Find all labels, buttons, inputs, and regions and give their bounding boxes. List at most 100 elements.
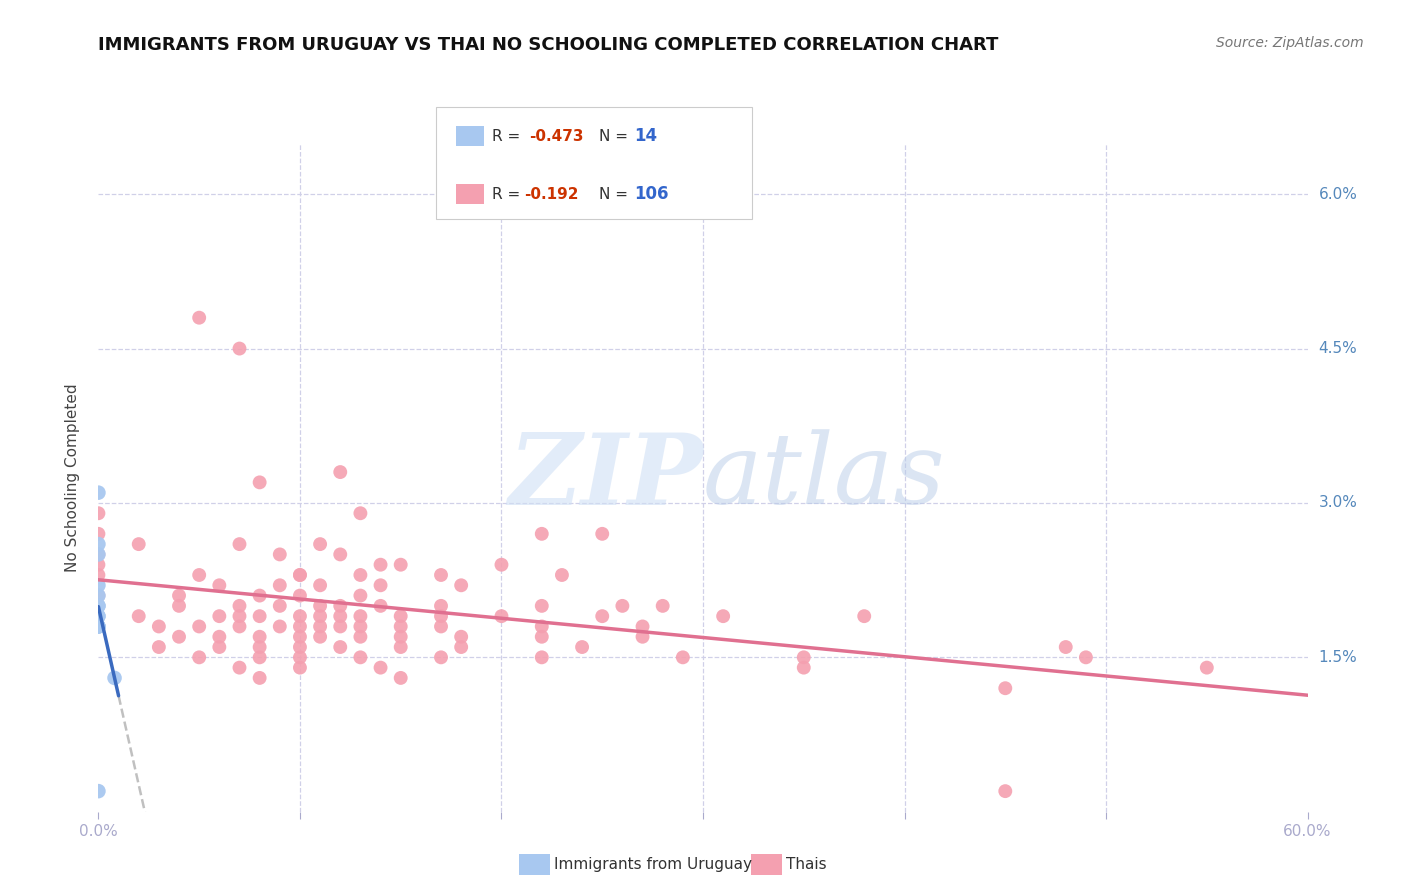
- Point: [370, 660, 392, 674]
- Point: [87, 485, 110, 500]
- Text: -0.192: -0.192: [524, 186, 579, 202]
- Text: 14: 14: [634, 127, 657, 145]
- Point: [103, 671, 125, 685]
- Point: [349, 609, 371, 624]
- Text: IMMIGRANTS FROM URUGUAY VS THAI NO SCHOOLING COMPLETED CORRELATION CHART: IMMIGRANTS FROM URUGUAY VS THAI NO SCHOO…: [98, 36, 998, 54]
- Point: [349, 568, 371, 582]
- Point: [1195, 660, 1218, 674]
- Point: [249, 640, 271, 654]
- Point: [329, 548, 352, 562]
- Point: [288, 619, 311, 633]
- Point: [87, 589, 110, 603]
- Point: [551, 568, 574, 582]
- Point: [612, 599, 634, 613]
- Point: [450, 630, 472, 644]
- Point: [87, 609, 110, 624]
- Point: [329, 465, 352, 479]
- Point: [249, 589, 271, 603]
- Point: [87, 619, 110, 633]
- Point: [288, 630, 311, 644]
- Point: [87, 589, 110, 603]
- Point: [1054, 640, 1077, 654]
- Point: [349, 589, 371, 603]
- Point: [87, 568, 110, 582]
- Point: [430, 609, 453, 624]
- Point: [329, 599, 352, 613]
- Point: [228, 342, 250, 356]
- Point: [87, 548, 110, 562]
- Point: [167, 589, 190, 603]
- Point: [430, 650, 453, 665]
- Y-axis label: No Schooling Completed: No Schooling Completed: [65, 383, 80, 572]
- Point: [309, 537, 332, 551]
- Point: [288, 568, 311, 582]
- Point: [370, 578, 392, 592]
- Point: [249, 671, 271, 685]
- Point: [208, 609, 231, 624]
- Point: [389, 609, 412, 624]
- Point: [128, 537, 150, 551]
- Point: [389, 671, 412, 685]
- Point: [208, 630, 231, 644]
- Point: [389, 630, 412, 644]
- Point: [148, 619, 170, 633]
- Point: [309, 609, 332, 624]
- Point: [288, 650, 311, 665]
- Point: [450, 578, 472, 592]
- Point: [288, 568, 311, 582]
- Point: [288, 589, 311, 603]
- Point: [349, 630, 371, 644]
- Point: [389, 558, 412, 572]
- Point: [288, 660, 311, 674]
- Point: [430, 568, 453, 582]
- Point: [188, 568, 211, 582]
- Text: N =: N =: [599, 128, 633, 144]
- Point: [309, 599, 332, 613]
- Text: 4.5%: 4.5%: [1319, 341, 1357, 356]
- Text: Immigrants from Uruguay: Immigrants from Uruguay: [554, 857, 752, 871]
- Point: [228, 599, 250, 613]
- Point: [530, 630, 553, 644]
- Point: [249, 609, 271, 624]
- Point: [1074, 650, 1097, 665]
- Point: [87, 599, 110, 613]
- Point: [188, 650, 211, 665]
- Point: [288, 640, 311, 654]
- Point: [128, 609, 150, 624]
- Point: [450, 640, 472, 654]
- Point: [651, 599, 673, 613]
- Text: -0.473: -0.473: [529, 128, 583, 144]
- Point: [148, 640, 170, 654]
- Point: [672, 650, 695, 665]
- Point: [249, 475, 271, 490]
- Point: [430, 599, 453, 613]
- Point: [87, 526, 110, 541]
- Point: [87, 784, 110, 798]
- Point: [309, 578, 332, 592]
- Point: [228, 609, 250, 624]
- Point: [167, 630, 190, 644]
- Point: [530, 650, 553, 665]
- Point: [87, 619, 110, 633]
- Point: [631, 630, 654, 644]
- Point: [228, 660, 250, 674]
- Point: [87, 548, 110, 562]
- Point: [249, 650, 271, 665]
- Point: [269, 599, 291, 613]
- Text: R =: R =: [492, 186, 526, 202]
- Point: [329, 640, 352, 654]
- Point: [430, 619, 453, 633]
- Point: [711, 609, 734, 624]
- Point: [167, 599, 190, 613]
- Point: [249, 630, 271, 644]
- Point: [389, 619, 412, 633]
- Point: [329, 609, 352, 624]
- Point: [591, 609, 613, 624]
- Point: [269, 578, 291, 592]
- Point: [87, 558, 110, 572]
- Point: [349, 619, 371, 633]
- Text: N =: N =: [599, 186, 633, 202]
- Point: [389, 640, 412, 654]
- Point: [370, 599, 392, 613]
- Point: [994, 784, 1017, 798]
